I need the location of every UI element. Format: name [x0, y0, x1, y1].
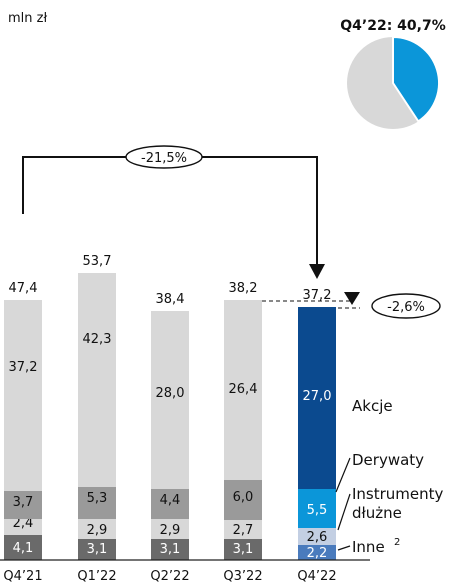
x-tick-labels: Q4’21 Q1’22 Q2’22 Q3’22 Q4’22 — [3, 569, 336, 584]
share-pie-chart — [347, 35, 440, 129]
segment-value-label: 42,3 — [83, 332, 112, 347]
bar-total-label: 38,4 — [156, 292, 185, 307]
segment-value-label: 2,7 — [233, 523, 254, 538]
segment-value-label: 2,4 — [13, 516, 34, 531]
bars-group: 4,1 2,4 3,7 37,2 47,4 3,1 2,9 5,3 42,3 53,7 3,1 2,9… — [4, 254, 336, 561]
legend-instrumenty-line1: Instrumenty — [352, 485, 444, 503]
bar-segment-inne — [4, 535, 42, 560]
segment-value-label: 5,5 — [307, 503, 328, 518]
segment-value-label: 2,9 — [87, 523, 108, 538]
legend-inne-footnote: 2 — [394, 537, 400, 548]
bar-segment-inne — [151, 539, 189, 560]
yoy-arrow-head — [309, 264, 325, 279]
bar-total-label: 47,4 — [9, 281, 38, 296]
unit-label: mln zł — [8, 11, 47, 26]
leader-line-instrumenty — [337, 493, 351, 531]
bar-segment-akcje — [298, 307, 336, 489]
annotations-group: -21,5% -2,6% — [22, 145, 441, 319]
qoq-arrow-head — [344, 292, 360, 305]
legend-akcje: Akcje — [352, 397, 393, 415]
pie-slice-share — [392, 35, 440, 123]
bar-segment-akcje — [151, 311, 189, 489]
bar-segment-instrumenty-dune — [4, 519, 42, 535]
segment-value-label: 6,0 — [233, 490, 254, 505]
bar-group-0: 4,1 2,4 3,7 37,2 47,4 — [4, 281, 42, 560]
bar-segment-akcje — [78, 273, 116, 487]
yoy-bracket-line — [22, 156, 318, 268]
bar-segment-instrumenty-dune — [298, 528, 336, 545]
bar-group-2: 3,1 2,9 4,4 28,0 38,4 — [151, 292, 189, 560]
yoy-change-label: -21,5% — [141, 151, 187, 166]
bar-segment-derywaty — [298, 489, 336, 528]
bar-group-1: 3,1 2,9 5,3 42,3 53,7 — [78, 254, 116, 560]
bar-segment-derywaty — [4, 491, 42, 519]
bar-segment-instrumenty-dune — [224, 520, 262, 539]
segment-value-label: 3,1 — [160, 542, 181, 557]
bar-segment-instrumenty-dune — [78, 519, 116, 539]
bar-group-3: 3,1 2,7 6,0 26,4 38,2 — [224, 281, 262, 560]
segment-value-label: 2,6 — [307, 530, 328, 545]
x-tick-label: Q4’21 — [3, 569, 42, 584]
bar-segment-derywaty — [224, 480, 262, 520]
segment-value-label: 26,4 — [229, 382, 258, 397]
legend-inne: Inne — [352, 538, 385, 556]
legend-instrumenty-line2: dłużne — [352, 504, 402, 522]
bar-segment-akcje — [224, 300, 262, 480]
segment-value-label: 27,0 — [303, 389, 332, 404]
segment-value-label: 4,4 — [160, 493, 181, 508]
bar-segment-akcje — [4, 300, 42, 491]
segment-value-label: 28,0 — [156, 386, 185, 401]
segment-value-label: 5,3 — [87, 491, 108, 506]
x-tick-label: Q4’22 — [297, 569, 336, 584]
segment-value-label: 3,1 — [87, 542, 108, 557]
x-tick-label: Q2’22 — [150, 569, 189, 584]
qoq-change-label: -2,6% — [387, 300, 425, 315]
bar-total-label: 37,2 — [303, 288, 332, 303]
bar-segment-inne — [78, 539, 116, 560]
segment-value-label: 4,1 — [13, 541, 34, 556]
leader-line-inne — [337, 545, 351, 551]
segment-value-label: 3,7 — [13, 495, 34, 510]
bar-group-4: 2,22,6 5,5 27,0 37,2 — [298, 288, 336, 561]
segment-value-label: 37,2 — [9, 360, 38, 375]
bar-segment-instrumenty-dune — [151, 519, 189, 539]
x-tick-label: Q3’22 — [223, 569, 262, 584]
segment-value-label: 2,2 — [307, 546, 328, 561]
bar-segment-derywaty — [78, 487, 116, 519]
legend-derywaty: Derywaty — [352, 451, 424, 469]
segment-value-label: 3,1 — [233, 542, 254, 557]
segment-value-label: 2,9 — [160, 523, 181, 538]
bar-segment-derywaty — [151, 489, 189, 519]
bar-total-label: 53,7 — [83, 254, 112, 269]
qoq-change-badge — [371, 293, 441, 319]
x-tick-label: Q1’22 — [77, 569, 116, 584]
leader-line-derywaty — [335, 457, 351, 493]
pie-title: Q4’22: 40,7% — [340, 18, 446, 34]
bar-segment-inne — [224, 539, 262, 560]
bar-total-label: 38,2 — [229, 281, 258, 296]
bar-segment-inne — [298, 545, 336, 560]
yoy-change-badge — [125, 145, 203, 169]
